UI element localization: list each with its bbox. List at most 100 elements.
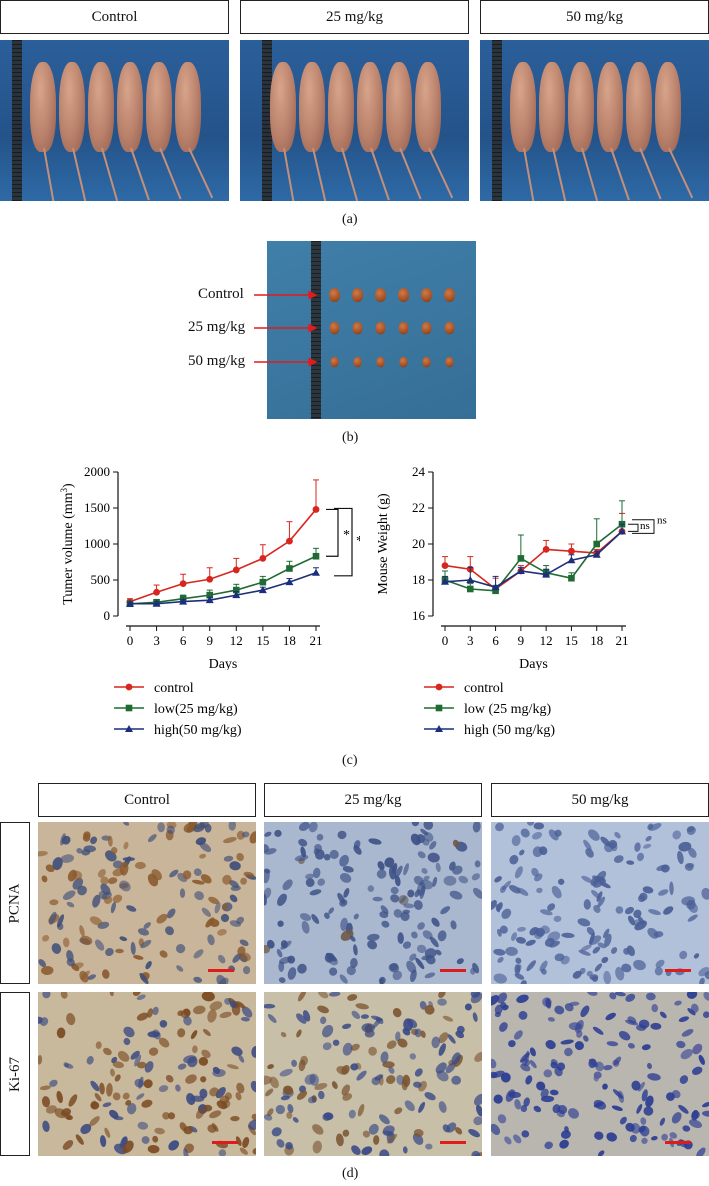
tumor (398, 288, 409, 302)
sig-bracket-1 (628, 523, 639, 532)
mouse-tail (639, 147, 662, 200)
mouse-tail (188, 147, 214, 199)
data-point-high (312, 568, 320, 576)
legend-label-low: low (25 mg/kg) (464, 702, 551, 717)
mouse (175, 62, 201, 152)
data-point-high (491, 583, 500, 591)
mouse-tail (370, 147, 390, 201)
y-tick-label: 18 (412, 572, 425, 587)
legend-marker-low (435, 704, 443, 712)
mouse (597, 62, 623, 152)
legend-label-high: high (50 mg/kg) (464, 723, 555, 738)
y-tick-label: 2000 (84, 464, 110, 479)
row-arrows (254, 290, 318, 367)
sig-bracket-1 (326, 508, 339, 557)
data-point-control (312, 506, 320, 513)
tumor (329, 321, 340, 335)
mouse (270, 62, 296, 152)
legend-label-high: high(50 mg/kg) (154, 723, 242, 738)
data-point-control (232, 566, 240, 574)
ihc-ki67-25 (264, 992, 482, 1156)
data-point-high (232, 591, 241, 599)
mice-photo-25 (240, 40, 469, 201)
data-point-low (259, 578, 267, 586)
mouse-tail (283, 147, 295, 201)
x-tick-label: 9 (518, 633, 525, 648)
data-point-control (441, 562, 449, 569)
x-tick-label: 15 (565, 633, 578, 648)
scale-bar (665, 1141, 691, 1144)
legend-label-control: control (464, 681, 504, 696)
mouse-weight-chart: 16 18 20 22 24 0 3 6 9 12 15 18 21 Days Mouse Weight (… (376, 464, 667, 670)
mouse (30, 62, 56, 152)
data-point-high (126, 599, 134, 607)
data-point-high (441, 577, 449, 585)
ihc-header-25: 25 mg/kg (264, 783, 482, 817)
mice-photo-50 (480, 40, 709, 201)
x-axis-label: Days (519, 657, 548, 670)
tumor (421, 288, 432, 302)
tumor (421, 321, 432, 335)
data-point-low (312, 552, 320, 560)
series-line-high (130, 572, 317, 605)
mouse-tail (428, 147, 454, 199)
mouse (386, 62, 412, 152)
ihc-pcna-control (38, 822, 256, 984)
panel-label-c: (c) (342, 753, 358, 768)
series-line-low (444, 523, 623, 592)
legend-label-low: low(25 mg/kg) (154, 702, 238, 717)
tumor (352, 321, 363, 335)
data-point-low (286, 565, 293, 572)
mouse-tail (159, 147, 182, 200)
x-tick-label: 3 (467, 633, 474, 648)
panel-label-d: (d) (342, 1166, 359, 1181)
nuclei-texture (38, 992, 256, 1156)
data-point-high (152, 599, 161, 607)
y-tick-label: 500 (91, 572, 111, 587)
legend-label-control: control (154, 681, 194, 696)
scale-bar (440, 1141, 466, 1144)
panel-label-a: (a) (342, 212, 358, 227)
x-tick-label: 6 (492, 633, 499, 648)
x-tick-label: 0 (442, 633, 449, 648)
x-tick-label: 18 (283, 633, 296, 648)
scale-bar (665, 969, 691, 972)
y-tick-label: 1500 (84, 500, 110, 515)
mice-photo-control (0, 40, 229, 201)
sig-label-1: ns (640, 520, 650, 532)
tumor (375, 288, 386, 302)
mouse-tail (552, 147, 567, 201)
legend-volume: control low(25 mg/kg) high(50 mg/kg) (114, 681, 242, 738)
row-label-25: 25 mg/kg (188, 319, 246, 335)
data-point-low (492, 587, 499, 595)
tumor (444, 321, 455, 335)
data-point-control (206, 575, 214, 583)
tumor (444, 288, 455, 302)
sig-label-2: ** (356, 534, 360, 549)
x-tick-label: 21 (616, 633, 629, 648)
nuclei-texture (491, 822, 709, 984)
data-point-high (179, 597, 188, 605)
x-tick-label: 9 (206, 633, 213, 648)
sig-label-1: * (343, 528, 350, 543)
data-point-high (567, 556, 576, 564)
nuclei-texture (264, 992, 482, 1156)
mouse (59, 62, 85, 152)
series-line-high (444, 530, 623, 589)
ihc-header-control: Control (38, 783, 256, 817)
data-point-control (286, 537, 293, 545)
tumor (375, 321, 386, 335)
series-line-control (444, 530, 623, 590)
tumor (376, 356, 385, 368)
sig-bracket-2 (334, 507, 353, 577)
mouse (117, 62, 143, 152)
tumor-volume-chart: 0 500 1000 1500 2000 0 3 6 9 12 15 18 21 Days Tumer vo… (59, 464, 360, 670)
mouse (539, 62, 565, 152)
data-point-low (232, 586, 240, 594)
mouse (88, 62, 114, 152)
stain-label-ki67: Ki-67 (0, 992, 30, 1156)
legend-marker-high (435, 725, 443, 732)
scale-bar (208, 969, 234, 972)
scale-bar (440, 969, 466, 972)
data-point-control (259, 555, 267, 562)
